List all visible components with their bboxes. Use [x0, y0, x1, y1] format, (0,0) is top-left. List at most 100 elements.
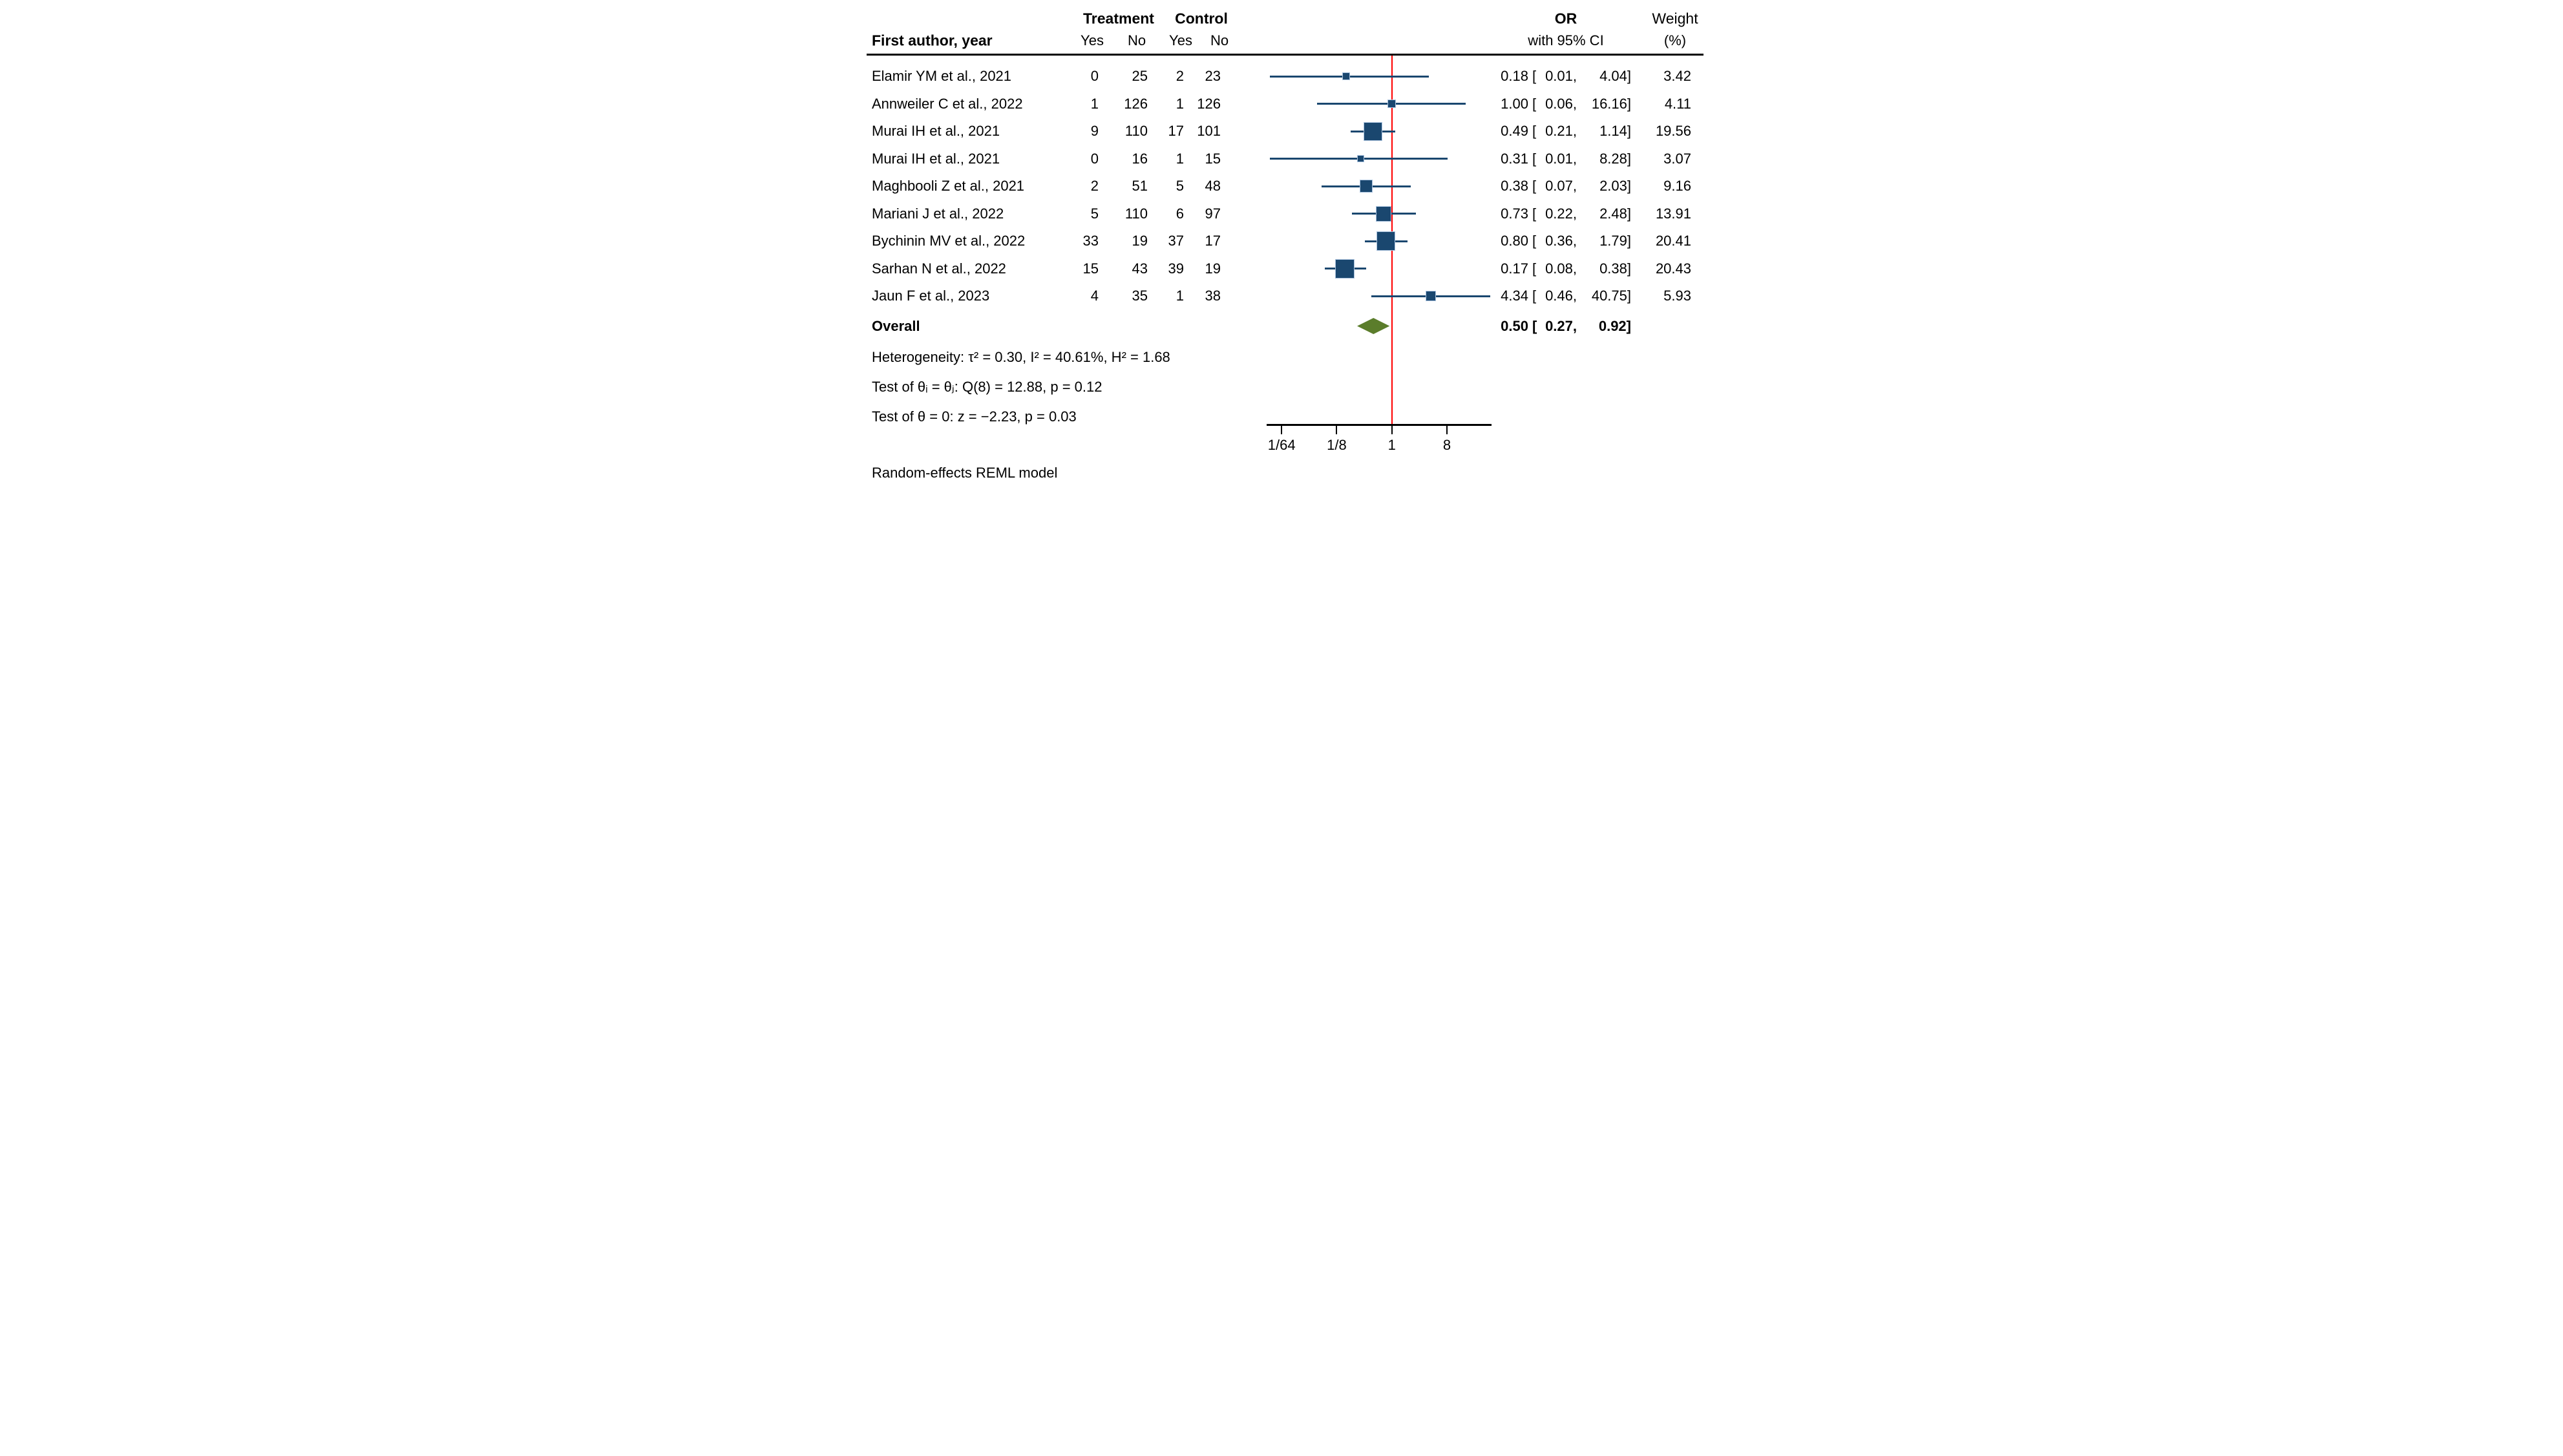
treatment-no-count: 110 [1124, 205, 1148, 222]
ci-open-bracket: [ [1532, 95, 1537, 112]
control-yes-count: 6 [1176, 205, 1184, 222]
header-control-no: No [1210, 32, 1229, 48]
weight-value: 3.42 [1663, 68, 1691, 85]
treatment-yes-count: 15 [1082, 260, 1099, 277]
control-no-count: 19 [1205, 260, 1221, 277]
table-row: Elamir YM et al., 2021 0 25 2 23 0.18 [ … [855, 63, 1708, 90]
table-row: Maghbooli Z et al., 2021 2 51 5 48 0.38 … [855, 173, 1708, 200]
heterogeneity-stats: Heterogeneity: τ² = 0.30, I² = 40.61%, H… [872, 348, 1170, 365]
x-axis-tick-label: 1/8 [1327, 437, 1347, 453]
ci-lower: 0.22, [1545, 205, 1577, 222]
control-no-count: 48 [1205, 178, 1221, 195]
weight-value: 20.43 [1655, 260, 1691, 277]
ci-open-bracket: [ [1532, 317, 1537, 334]
control-no-count: 15 [1205, 150, 1221, 167]
control-yes-count: 2 [1176, 68, 1184, 85]
table-row: Murai IH et al., 2021 9 110 17 101 0.49 … [855, 118, 1708, 145]
or-estimate: 4.34 [1501, 288, 1528, 304]
weight-value: 3.07 [1663, 150, 1691, 167]
weight-value: 13.91 [1655, 205, 1691, 222]
ci-lower: 0.08, [1545, 260, 1577, 277]
control-yes-count: 1 [1176, 95, 1184, 112]
ci-upper: 2.48] [1599, 205, 1631, 222]
study-name: Sarhan N et al., 2022 [872, 260, 1006, 277]
header-weight: Weight [1652, 10, 1698, 27]
ci-open-bracket: [ [1532, 178, 1537, 195]
control-yes-count: 1 [1176, 150, 1184, 167]
x-axis-tick-label: 1 [1387, 437, 1396, 453]
ci-open-bracket: [ [1532, 260, 1537, 277]
header-treatment-no: No [1127, 32, 1146, 48]
ci-open-bracket: [ [1532, 68, 1537, 85]
header-or: OR [1554, 10, 1577, 27]
table-row: Murai IH et al., 2021 0 16 1 15 0.31 [ 0… [855, 145, 1708, 173]
control-no-count: 101 [1197, 123, 1221, 140]
test-homogeneity-stats: Test of θᵢ = θⱼ: Q(8) = 12.88, p = 0.12 [872, 378, 1102, 395]
overall-test-line: Test of θ = 0: z = −2.23, p = 0.03 [855, 402, 1708, 432]
control-yes-count: 1 [1176, 288, 1184, 304]
study-name: Murai IH et al., 2021 [872, 123, 1000, 140]
header-rule [867, 54, 1703, 56]
header-with-95-ci: with 95% CI [1528, 32, 1604, 48]
treatment-yes-count: 5 [1090, 205, 1099, 222]
ci-open-bracket: [ [1532, 123, 1537, 140]
treatment-no-count: 110 [1124, 123, 1148, 140]
study-name: Maghbooli Z et al., 2021 [872, 178, 1025, 195]
ci-open-bracket: [ [1532, 288, 1537, 304]
x-axis-tick-label: 1/64 [1267, 437, 1296, 453]
test-overall-effect-stats: Test of θ = 0: z = −2.23, p = 0.03 [872, 408, 1077, 425]
control-no-count: 38 [1205, 288, 1221, 304]
control-yes-count: 37 [1168, 233, 1184, 249]
or-estimate: 0.18 [1501, 68, 1528, 85]
or-estimate: 0.80 [1501, 233, 1528, 249]
ci-open-bracket: [ [1532, 205, 1537, 222]
weight-value: 20.41 [1655, 233, 1691, 249]
study-name: Bychinin MV et al., 2022 [872, 233, 1026, 249]
study-name: Annweiler C et al., 2022 [872, 95, 1023, 112]
overall-ci-lower: 0.27, [1545, 317, 1577, 334]
treatment-yes-count: 0 [1090, 150, 1099, 167]
table-row: Bychinin MV et al., 2022 33 19 37 17 0.8… [855, 227, 1708, 255]
table-row: Sarhan N et al., 2022 15 43 39 19 0.17 [… [855, 255, 1708, 283]
or-estimate: 1.00 [1501, 95, 1528, 112]
ci-lower: 0.07, [1545, 178, 1577, 195]
control-no-count: 97 [1205, 205, 1221, 222]
ci-open-bracket: [ [1532, 233, 1537, 249]
treatment-no-count: 19 [1132, 233, 1148, 249]
study-name: Murai IH et al., 2021 [872, 150, 1000, 167]
overall-label: Overall [872, 317, 920, 334]
overall-ci-upper: 0.92] [1598, 317, 1631, 334]
ci-upper: 0.38] [1599, 260, 1631, 277]
study-name: Jaun F et al., 2023 [872, 288, 990, 304]
weight-value: 19.56 [1655, 123, 1691, 140]
ci-upper: 2.03] [1599, 178, 1631, 195]
ci-upper: 1.79] [1599, 233, 1631, 249]
ci-lower: 0.06, [1545, 95, 1577, 112]
control-yes-count: 39 [1168, 260, 1184, 277]
forest-plot-figure: Treatment Control OR Weight First author… [855, 0, 1708, 485]
overall-or-estimate: 0.50 [1501, 317, 1528, 334]
table-row: Jaun F et al., 2023 4 35 1 38 4.34 [ 0.4… [855, 282, 1708, 310]
or-estimate: 0.49 [1501, 123, 1528, 140]
homogeneity-test-line: Test of θᵢ = θⱼ: Q(8) = 12.88, p = 0.12 [855, 372, 1708, 402]
or-estimate: 0.73 [1501, 205, 1528, 222]
ci-upper: 16.16] [1591, 95, 1631, 112]
treatment-yes-count: 0 [1090, 68, 1099, 85]
weight-value: 5.93 [1663, 288, 1691, 304]
study-table: Elamir YM et al., 2021 0 25 2 23 0.18 [ … [855, 63, 1708, 432]
ci-upper: 40.75] [1591, 288, 1631, 304]
ci-lower: 0.46, [1545, 288, 1577, 304]
ci-upper: 1.14] [1599, 123, 1631, 140]
treatment-yes-count: 1 [1090, 95, 1099, 112]
control-no-count: 23 [1205, 68, 1221, 85]
ci-lower: 0.36, [1545, 233, 1577, 249]
ci-upper: 4.04] [1599, 68, 1631, 85]
heterogeneity-line: Heterogeneity: τ² = 0.30, I² = 40.61%, H… [855, 343, 1708, 372]
control-yes-count: 5 [1176, 178, 1184, 195]
treatment-no-count: 126 [1124, 95, 1148, 112]
model-note: Random-effects REML model [872, 465, 1058, 481]
header-control-yes: Yes [1169, 32, 1192, 48]
treatment-yes-count: 2 [1090, 178, 1099, 195]
overall-row: Overall 0.50 [ 0.27, 0.92] [855, 310, 1708, 343]
treatment-no-count: 51 [1132, 178, 1148, 195]
